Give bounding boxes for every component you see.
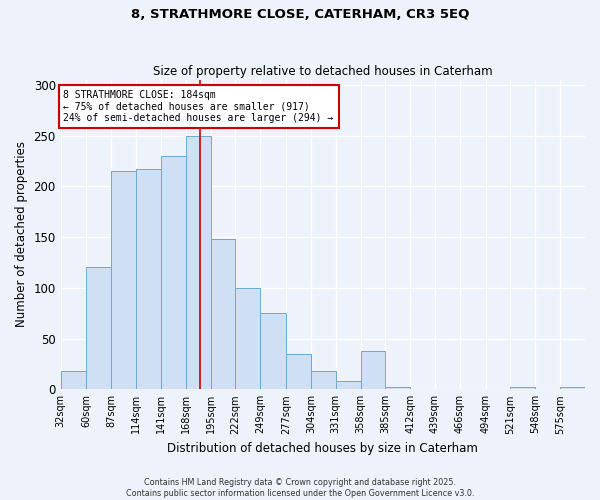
Text: Contains HM Land Registry data © Crown copyright and database right 2025.
Contai: Contains HM Land Registry data © Crown c… (126, 478, 474, 498)
Bar (336, 381, 361, 390)
Y-axis label: Number of detached properties: Number of detached properties (15, 142, 28, 328)
Title: Size of property relative to detached houses in Caterham: Size of property relative to detached ho… (153, 66, 493, 78)
Bar (235, 288, 260, 390)
Bar (311, 371, 336, 390)
Bar (511, 388, 535, 390)
Bar (361, 350, 385, 390)
Bar (385, 388, 410, 390)
Bar (136, 169, 161, 390)
Bar (211, 239, 235, 390)
Bar (61, 371, 86, 390)
X-axis label: Distribution of detached houses by size in Caterham: Distribution of detached houses by size … (167, 442, 478, 455)
Bar (260, 313, 286, 390)
Bar (186, 136, 211, 390)
Text: 8, STRATHMORE CLOSE, CATERHAM, CR3 5EQ: 8, STRATHMORE CLOSE, CATERHAM, CR3 5EQ (131, 8, 469, 20)
Bar (161, 156, 186, 390)
Text: 8 STRATHMORE CLOSE: 184sqm
← 75% of detached houses are smaller (917)
24% of sem: 8 STRATHMORE CLOSE: 184sqm ← 75% of deta… (64, 90, 334, 123)
Bar (86, 268, 111, 390)
Bar (560, 388, 585, 390)
Bar (111, 171, 136, 390)
Bar (286, 354, 311, 390)
